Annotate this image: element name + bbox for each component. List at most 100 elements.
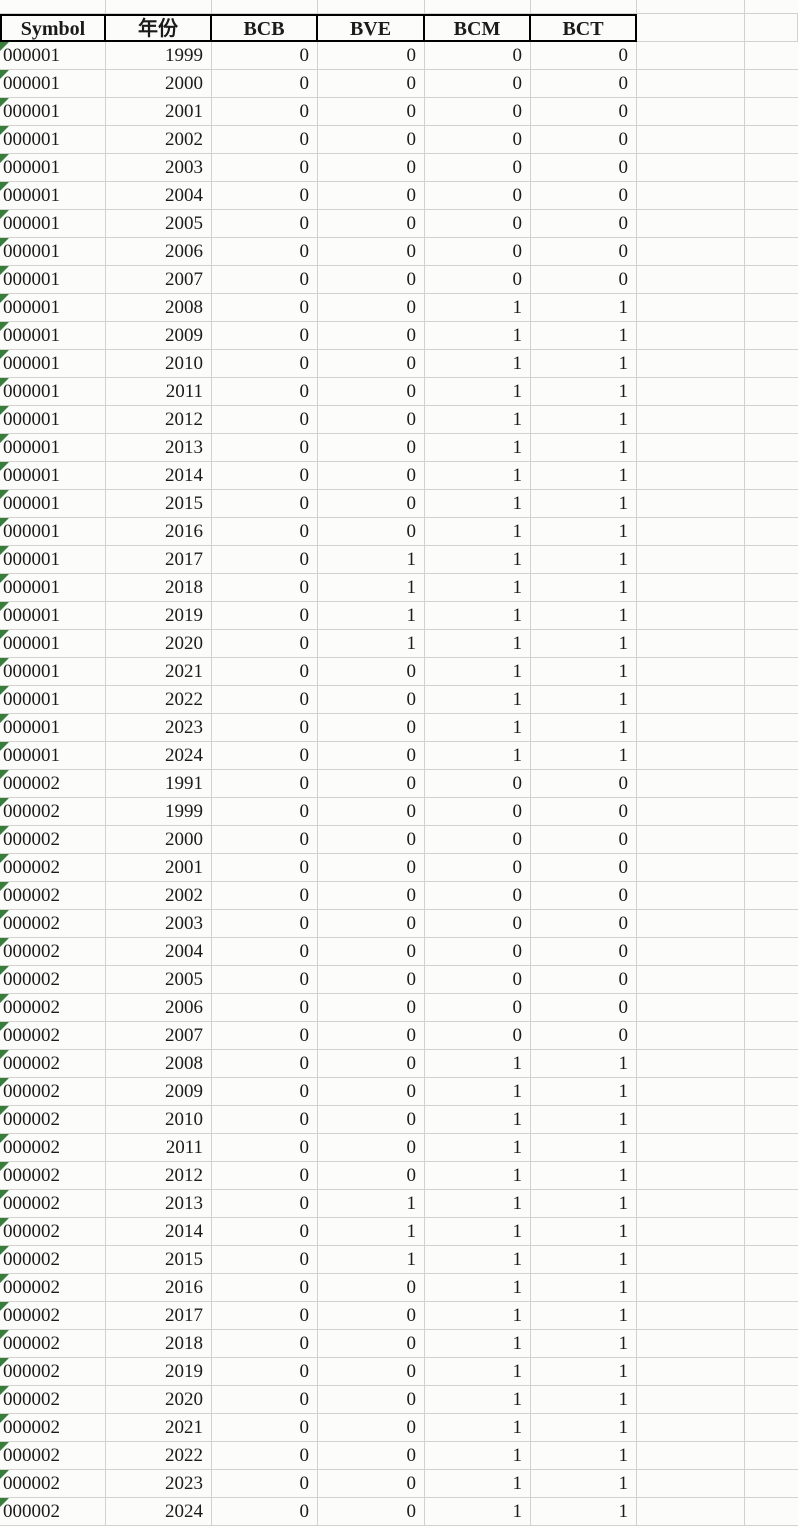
cell-symbol[interactable]: 000001: [0, 546, 106, 574]
empty-cell[interactable]: [745, 266, 798, 294]
cell-bct[interactable]: 1: [531, 1050, 637, 1078]
empty-cell[interactable]: [745, 714, 798, 742]
cell-bcm[interactable]: 1: [425, 1358, 531, 1386]
empty-cell[interactable]: [745, 882, 798, 910]
cell-bcm[interactable]: 1: [425, 1414, 531, 1442]
cell-bve[interactable]: 0: [318, 266, 425, 294]
empty-cell[interactable]: [745, 1470, 798, 1498]
column-header-year[interactable]: 年份: [106, 14, 212, 42]
empty-cell[interactable]: [745, 154, 798, 182]
cell-bcm[interactable]: 0: [425, 182, 531, 210]
cell-bcm[interactable]: 1: [425, 350, 531, 378]
cell-bct[interactable]: 0: [531, 238, 637, 266]
empty-cell[interactable]: [637, 1330, 745, 1358]
cell-symbol[interactable]: 000001: [0, 406, 106, 434]
cell-bcm[interactable]: 1: [425, 1162, 531, 1190]
cell-bcm[interactable]: 1: [425, 1134, 531, 1162]
empty-cell[interactable]: [745, 1162, 798, 1190]
cell-bcm[interactable]: 1: [425, 462, 531, 490]
cell-bcb[interactable]: 0: [212, 658, 318, 686]
cell-bct[interactable]: 1: [531, 602, 637, 630]
cell-year[interactable]: 2021: [106, 1414, 212, 1442]
cell-bcm[interactable]: 1: [425, 714, 531, 742]
empty-cell[interactable]: [637, 826, 745, 854]
cell-bve[interactable]: 0: [318, 1358, 425, 1386]
cell-bcm[interactable]: 1: [425, 1190, 531, 1218]
cell-bcb[interactable]: 0: [212, 574, 318, 602]
cell-bcb[interactable]: 0: [212, 182, 318, 210]
cell-bct[interactable]: 1: [531, 322, 637, 350]
cell-year[interactable]: 2012: [106, 406, 212, 434]
empty-cell[interactable]: [745, 210, 798, 238]
cell-bve[interactable]: 0: [318, 1078, 425, 1106]
cell-bcm[interactable]: 0: [425, 910, 531, 938]
cell-bct[interactable]: 1: [531, 294, 637, 322]
cell-symbol[interactable]: 000001: [0, 658, 106, 686]
empty-cell[interactable]: [745, 490, 798, 518]
cell-symbol[interactable]: 000001: [0, 574, 106, 602]
cell-bct[interactable]: 1: [531, 350, 637, 378]
cell-bve[interactable]: 0: [318, 1022, 425, 1050]
cell-symbol[interactable]: 000001: [0, 322, 106, 350]
cell-bcb[interactable]: 0: [212, 42, 318, 70]
empty-cell[interactable]: [745, 322, 798, 350]
empty-cell[interactable]: [745, 1498, 798, 1526]
cell-year[interactable]: 2003: [106, 154, 212, 182]
cell-bct[interactable]: 0: [531, 98, 637, 126]
cell-bve[interactable]: 0: [318, 406, 425, 434]
cell-bcb[interactable]: 0: [212, 1134, 318, 1162]
cell-bcb[interactable]: 0: [212, 854, 318, 882]
cell-symbol[interactable]: 000001: [0, 490, 106, 518]
empty-cell[interactable]: [745, 42, 798, 70]
cell-symbol[interactable]: 000001: [0, 210, 106, 238]
cell-bct[interactable]: 1: [531, 1442, 637, 1470]
cell-year[interactable]: 2024: [106, 1498, 212, 1526]
cell-bcb[interactable]: 0: [212, 1078, 318, 1106]
cell-bcb[interactable]: 0: [212, 238, 318, 266]
cell-bcb[interactable]: 0: [212, 742, 318, 770]
cell-bve[interactable]: 1: [318, 630, 425, 658]
empty-cell[interactable]: [637, 1358, 745, 1386]
empty-cell[interactable]: [745, 938, 798, 966]
cell-year[interactable]: 2004: [106, 938, 212, 966]
cell-bcm[interactable]: 1: [425, 1302, 531, 1330]
cell-bcm[interactable]: 0: [425, 1022, 531, 1050]
cell-bve[interactable]: 0: [318, 1386, 425, 1414]
empty-cell[interactable]: [637, 42, 745, 70]
empty-cell[interactable]: [637, 1470, 745, 1498]
cell-symbol[interactable]: 000002: [0, 770, 106, 798]
empty-cell[interactable]: [745, 1274, 798, 1302]
cell-symbol[interactable]: 000001: [0, 238, 106, 266]
cell-symbol[interactable]: 000002: [0, 994, 106, 1022]
cell-symbol[interactable]: 000002: [0, 1274, 106, 1302]
cell-symbol[interactable]: 000002: [0, 1358, 106, 1386]
cell-bve[interactable]: 0: [318, 966, 425, 994]
empty-cell[interactable]: [745, 294, 798, 322]
cell-bve[interactable]: 0: [318, 910, 425, 938]
cell-bcb[interactable]: 0: [212, 630, 318, 658]
cell-symbol[interactable]: 000001: [0, 70, 106, 98]
cell-bcb[interactable]: 0: [212, 462, 318, 490]
empty-cell[interactable]: [745, 1022, 798, 1050]
cell-bcb[interactable]: 0: [212, 210, 318, 238]
cell-bcm[interactable]: 0: [425, 154, 531, 182]
cell-year[interactable]: 2006: [106, 994, 212, 1022]
cell-bcm[interactable]: 0: [425, 882, 531, 910]
empty-cell[interactable]: [637, 434, 745, 462]
cell-bcb[interactable]: 0: [212, 1022, 318, 1050]
cell-year[interactable]: 1991: [106, 770, 212, 798]
cell-bve[interactable]: 0: [318, 238, 425, 266]
cell-bve[interactable]: 0: [318, 1442, 425, 1470]
empty-cell[interactable]: [0, 0, 106, 14]
cell-bcb[interactable]: 0: [212, 1302, 318, 1330]
cell-bcm[interactable]: 0: [425, 826, 531, 854]
cell-year[interactable]: 2022: [106, 1442, 212, 1470]
cell-bve[interactable]: 0: [318, 1134, 425, 1162]
empty-cell[interactable]: [637, 1386, 745, 1414]
cell-symbol[interactable]: 000002: [0, 882, 106, 910]
empty-cell[interactable]: [637, 546, 745, 574]
cell-year[interactable]: 2013: [106, 434, 212, 462]
cell-symbol[interactable]: 000001: [0, 630, 106, 658]
cell-year[interactable]: 2018: [106, 574, 212, 602]
cell-year[interactable]: 2004: [106, 182, 212, 210]
